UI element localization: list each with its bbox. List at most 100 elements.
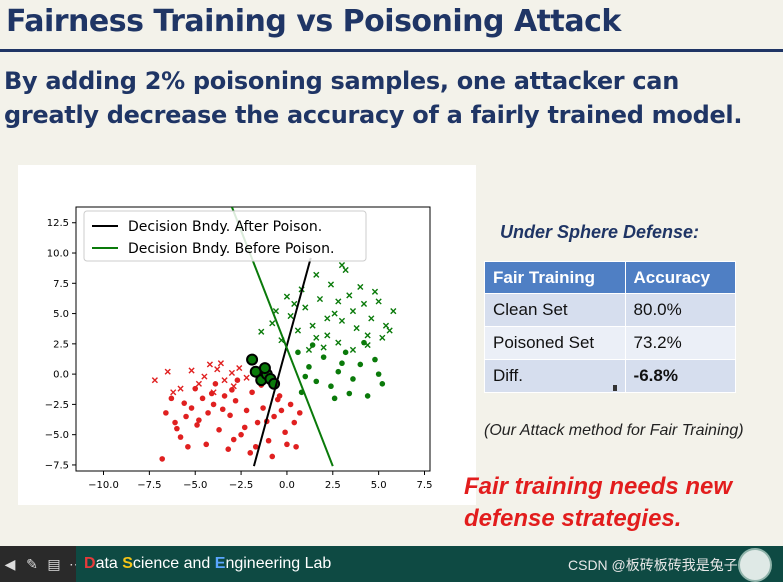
data-point bbox=[252, 443, 259, 450]
data-point bbox=[309, 322, 316, 329]
data-point bbox=[291, 300, 298, 307]
data-point bbox=[346, 292, 353, 299]
data-point bbox=[241, 424, 248, 431]
data-point bbox=[265, 437, 272, 444]
data-point bbox=[331, 395, 338, 402]
x-tick-label: 0.0 bbox=[279, 480, 295, 491]
y-tick-label: 2.5 bbox=[53, 339, 69, 350]
accuracy-table: Fair Training Accuracy Clean Set 80.0% P… bbox=[484, 261, 737, 393]
y-tick-label: 12.5 bbox=[47, 218, 69, 229]
data-point bbox=[327, 281, 335, 288]
poison-point bbox=[246, 353, 259, 366]
data-point bbox=[203, 441, 210, 448]
data-point bbox=[236, 364, 243, 372]
data-point bbox=[243, 407, 250, 414]
data-point bbox=[214, 366, 221, 373]
y-tick-label: 10.0 bbox=[47, 249, 69, 260]
column-header: Accuracy bbox=[624, 261, 737, 294]
data-point bbox=[254, 419, 261, 426]
x-tick-label: 7.5 bbox=[417, 480, 433, 491]
legend-label: Decision Bndy. Before Poison. bbox=[128, 241, 334, 257]
data-point bbox=[260, 405, 266, 411]
data-point bbox=[324, 332, 331, 339]
data-point bbox=[302, 373, 309, 380]
data-point bbox=[291, 419, 298, 426]
data-point bbox=[247, 450, 254, 456]
table-cell: Clean Set bbox=[484, 293, 626, 327]
data-point bbox=[212, 381, 219, 387]
data-point bbox=[335, 298, 342, 305]
x-tick-label: −7.5 bbox=[137, 480, 161, 491]
data-point bbox=[185, 443, 191, 450]
data-point bbox=[164, 368, 171, 375]
data-point bbox=[188, 367, 195, 374]
data-point bbox=[172, 419, 178, 426]
data-point bbox=[349, 308, 357, 315]
data-point bbox=[206, 361, 213, 368]
data-point bbox=[151, 377, 158, 384]
scatter-plot: −10.0 −7.5 −5.0 −2.5 0.0 2.5 5.0 7.5 12.5 10.0 7.5… bbox=[45, 206, 433, 491]
data-point bbox=[221, 393, 228, 399]
data-point bbox=[309, 342, 316, 348]
data-point bbox=[271, 413, 277, 420]
previous-arrow-icon[interactable]: ◀ bbox=[4, 556, 16, 572]
data-point bbox=[274, 396, 281, 403]
slide-title: Fairness Training vs Poisoning Attack bbox=[6, 4, 621, 39]
decision-boundary-line bbox=[252, 257, 312, 467]
data-point bbox=[350, 376, 356, 382]
data-point bbox=[346, 390, 353, 397]
data-point bbox=[238, 431, 244, 438]
data-point bbox=[243, 374, 250, 381]
data-point bbox=[282, 429, 288, 436]
data-point bbox=[228, 369, 236, 377]
plot-area bbox=[151, 207, 397, 467]
column-header: Fair Training bbox=[484, 261, 626, 294]
data-point bbox=[364, 393, 371, 399]
data-point bbox=[364, 332, 371, 339]
data-point bbox=[201, 373, 208, 380]
data-point bbox=[375, 371, 382, 377]
data-point bbox=[338, 262, 346, 269]
data-point bbox=[188, 405, 195, 411]
data-point bbox=[170, 389, 177, 396]
legend-box bbox=[83, 210, 367, 262]
data-point bbox=[342, 266, 349, 274]
data-point bbox=[278, 407, 285, 414]
data-point bbox=[225, 446, 232, 453]
data-point bbox=[342, 349, 349, 356]
data-point bbox=[163, 410, 169, 416]
data-point bbox=[324, 315, 331, 322]
data-point bbox=[194, 422, 200, 428]
conclusion-line: defense strategies. bbox=[464, 505, 682, 532]
data-point bbox=[192, 385, 199, 392]
table-cell: Diff. bbox=[484, 359, 626, 393]
pen-icon[interactable]: ✎ bbox=[26, 556, 38, 572]
axes-frame bbox=[75, 206, 431, 472]
data-point bbox=[368, 315, 375, 322]
data-point bbox=[196, 417, 202, 423]
table-cell: -6.8% bbox=[624, 359, 737, 393]
data-point bbox=[313, 334, 320, 341]
data-point bbox=[320, 354, 327, 360]
data-point bbox=[335, 368, 342, 375]
data-point bbox=[287, 312, 294, 320]
table-row: Clean Set 80.0% bbox=[484, 293, 737, 327]
data-point bbox=[357, 361, 364, 368]
data-point bbox=[293, 443, 299, 450]
data-point bbox=[284, 441, 290, 448]
table-row: Poisoned Set 73.2% bbox=[484, 326, 737, 360]
data-point bbox=[283, 293, 291, 300]
data-point bbox=[221, 377, 228, 384]
data-point bbox=[390, 308, 397, 315]
data-point bbox=[349, 346, 357, 353]
data-point bbox=[249, 389, 255, 396]
data-point bbox=[313, 271, 320, 278]
footer-bar bbox=[76, 546, 783, 582]
data-point bbox=[313, 378, 320, 385]
data-point bbox=[199, 395, 206, 402]
x-tick-label: −10.0 bbox=[88, 480, 119, 491]
data-point bbox=[229, 387, 235, 393]
data-point bbox=[294, 327, 302, 334]
table-header-row: Fair Training Accuracy bbox=[484, 261, 737, 294]
slides-icon[interactable]: ▤ bbox=[47, 556, 61, 572]
